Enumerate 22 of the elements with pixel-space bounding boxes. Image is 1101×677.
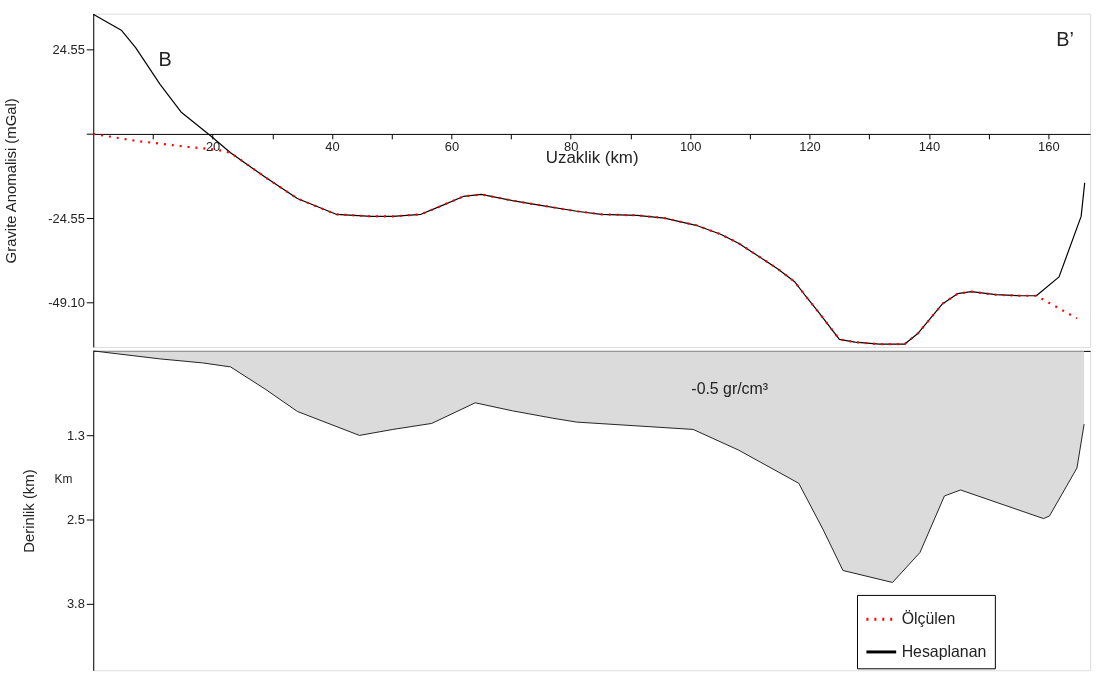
- y-axis-title: Gravite Anomalisi (mGal): [2, 98, 19, 264]
- x-tick-label: 160: [1038, 139, 1060, 155]
- x-tick-label: 120: [799, 139, 821, 155]
- legend-label: Hesaplanan: [901, 642, 987, 660]
- x-tick-label: 60: [444, 139, 460, 155]
- annotation: B’: [1056, 28, 1074, 51]
- x-tick-label: 140: [918, 139, 941, 155]
- x-tick-label: 40: [325, 139, 340, 155]
- y-tick-label: -24.55: [48, 210, 85, 226]
- y-tick-label: 1.3: [66, 427, 85, 443]
- x-tick-label: 20: [205, 139, 221, 155]
- line-series: [92, 132, 1079, 346]
- annotation: -0.5 gr/cm³: [691, 380, 769, 398]
- y-tick-label: 24.55: [52, 42, 85, 58]
- legend-label: Ölçülen: [901, 610, 956, 628]
- y-tick-label: 2.5: [66, 511, 85, 527]
- x-tick-label: 100: [679, 139, 702, 155]
- annotation: B: [158, 48, 172, 71]
- y-tick-label: 3.8: [66, 596, 85, 612]
- y-tick-label: -49.10: [48, 295, 85, 311]
- y-axis-title: Derinlik (km): [21, 469, 38, 553]
- text: Km: [54, 471, 73, 486]
